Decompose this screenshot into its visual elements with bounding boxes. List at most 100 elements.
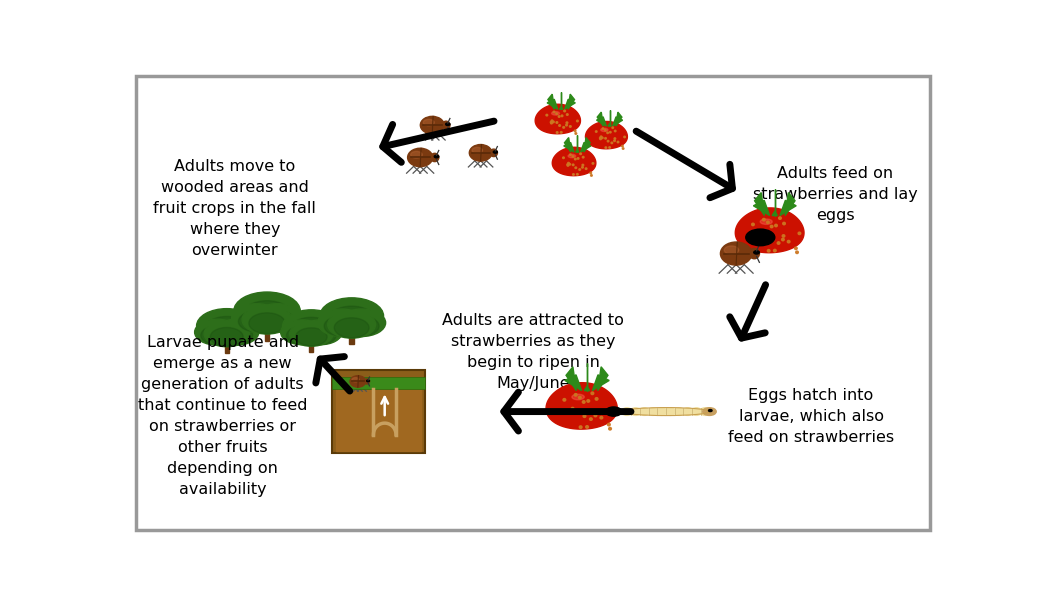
Ellipse shape	[604, 130, 606, 131]
Polygon shape	[566, 367, 576, 391]
Ellipse shape	[579, 410, 581, 413]
Ellipse shape	[766, 235, 770, 237]
Ellipse shape	[601, 137, 603, 139]
Polygon shape	[548, 94, 554, 109]
Ellipse shape	[582, 164, 583, 166]
Polygon shape	[583, 137, 590, 152]
Ellipse shape	[601, 128, 608, 131]
Ellipse shape	[442, 121, 450, 129]
Ellipse shape	[563, 398, 566, 401]
Circle shape	[446, 123, 450, 125]
Ellipse shape	[760, 219, 773, 224]
Ellipse shape	[582, 157, 584, 158]
Ellipse shape	[615, 130, 616, 132]
Ellipse shape	[570, 154, 571, 155]
Ellipse shape	[595, 398, 598, 400]
Ellipse shape	[555, 113, 557, 115]
Ellipse shape	[567, 164, 569, 166]
Ellipse shape	[578, 397, 581, 399]
Ellipse shape	[600, 138, 601, 140]
Circle shape	[290, 322, 333, 346]
Ellipse shape	[608, 147, 610, 148]
Circle shape	[213, 319, 259, 345]
Circle shape	[319, 298, 384, 334]
Ellipse shape	[573, 409, 576, 412]
Ellipse shape	[575, 133, 577, 134]
Polygon shape	[772, 211, 778, 215]
Ellipse shape	[759, 232, 762, 234]
Ellipse shape	[563, 157, 565, 158]
Polygon shape	[568, 94, 574, 109]
Circle shape	[219, 326, 253, 345]
Ellipse shape	[582, 401, 586, 403]
Ellipse shape	[766, 221, 770, 224]
Polygon shape	[753, 200, 770, 215]
Ellipse shape	[599, 137, 601, 139]
Circle shape	[334, 318, 369, 338]
Ellipse shape	[600, 416, 603, 419]
Circle shape	[324, 316, 359, 336]
Polygon shape	[565, 99, 575, 109]
Ellipse shape	[620, 410, 622, 413]
Ellipse shape	[568, 163, 569, 164]
Ellipse shape	[579, 153, 581, 155]
Bar	[265, 325, 269, 341]
Polygon shape	[735, 208, 804, 253]
Ellipse shape	[761, 233, 764, 236]
Ellipse shape	[550, 122, 552, 124]
Circle shape	[259, 311, 295, 332]
Ellipse shape	[576, 120, 578, 122]
Ellipse shape	[782, 238, 784, 241]
Circle shape	[290, 317, 333, 341]
Ellipse shape	[768, 250, 770, 252]
Ellipse shape	[596, 131, 597, 132]
Circle shape	[703, 408, 717, 415]
Ellipse shape	[591, 175, 592, 176]
Ellipse shape	[600, 136, 602, 137]
Ellipse shape	[566, 124, 568, 126]
Ellipse shape	[561, 131, 562, 133]
Ellipse shape	[771, 225, 773, 228]
Circle shape	[435, 155, 439, 158]
Ellipse shape	[577, 158, 579, 159]
Ellipse shape	[408, 148, 433, 167]
Ellipse shape	[607, 423, 610, 426]
Circle shape	[724, 246, 738, 254]
Ellipse shape	[552, 121, 554, 123]
Polygon shape	[560, 107, 563, 109]
Circle shape	[605, 407, 622, 416]
Ellipse shape	[586, 425, 589, 428]
Polygon shape	[598, 367, 608, 391]
Circle shape	[205, 316, 249, 341]
Ellipse shape	[612, 142, 613, 143]
Ellipse shape	[614, 138, 616, 139]
Circle shape	[234, 292, 301, 330]
Ellipse shape	[700, 408, 710, 415]
Circle shape	[201, 326, 234, 345]
Ellipse shape	[564, 110, 566, 112]
Ellipse shape	[562, 115, 563, 116]
Circle shape	[344, 316, 380, 336]
Polygon shape	[546, 383, 618, 429]
Polygon shape	[586, 121, 627, 149]
Ellipse shape	[624, 136, 625, 138]
Ellipse shape	[607, 140, 608, 142]
Ellipse shape	[617, 141, 619, 143]
Bar	[309, 338, 313, 352]
Circle shape	[746, 229, 775, 246]
Polygon shape	[565, 137, 571, 152]
Ellipse shape	[798, 232, 801, 235]
Circle shape	[197, 308, 257, 343]
Ellipse shape	[640, 408, 649, 415]
Polygon shape	[564, 142, 574, 152]
Ellipse shape	[350, 376, 366, 387]
Ellipse shape	[566, 122, 568, 124]
Text: Adults move to
wooded areas and
fruit crops in the fall
where they
overwinter: Adults move to wooded areas and fruit cr…	[153, 159, 316, 258]
Ellipse shape	[779, 217, 781, 220]
Ellipse shape	[787, 241, 790, 243]
Ellipse shape	[574, 158, 576, 160]
Ellipse shape	[586, 168, 587, 169]
Ellipse shape	[758, 234, 761, 236]
Ellipse shape	[579, 169, 580, 170]
Ellipse shape	[574, 130, 576, 131]
